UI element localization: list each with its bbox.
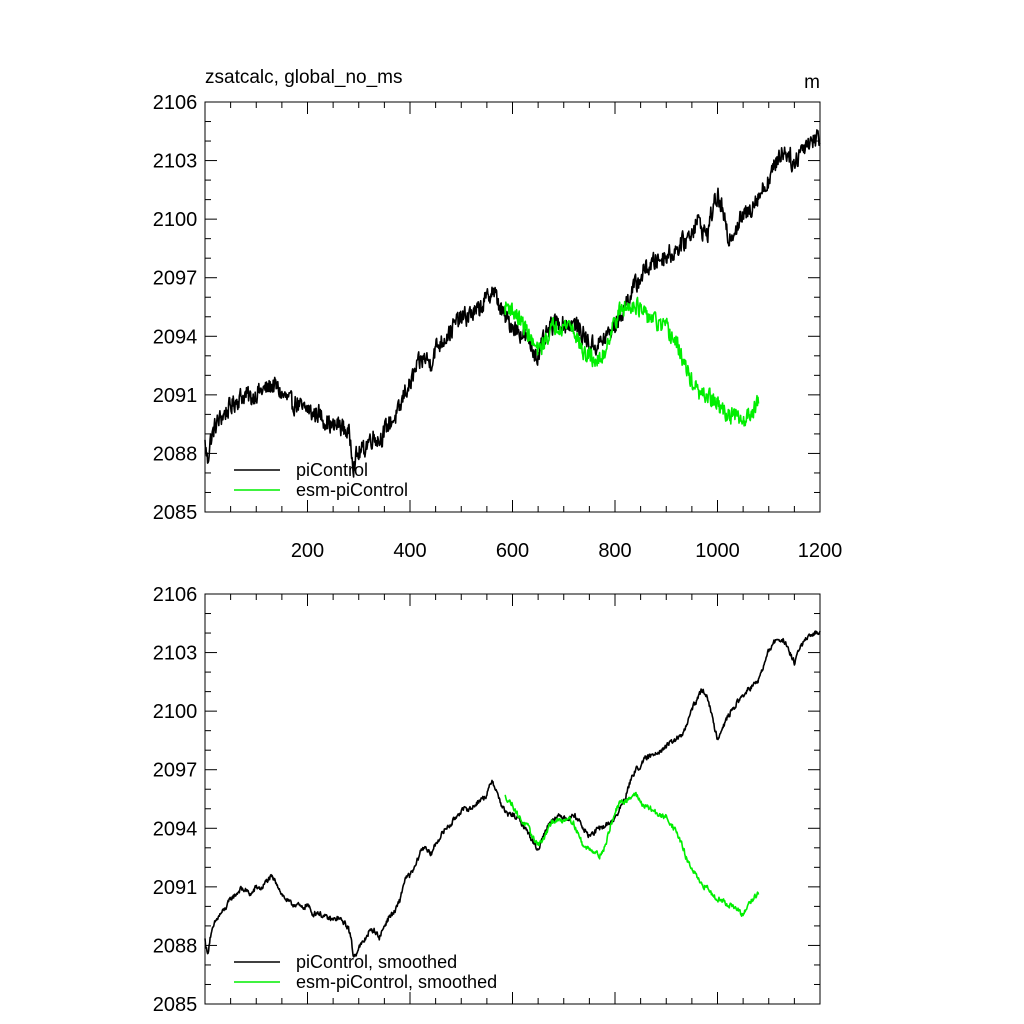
x-tick-label: 800 xyxy=(598,540,631,562)
x-tick-label: 600 xyxy=(496,540,529,562)
y-tick-label: 2094 xyxy=(153,326,198,348)
y-tick-label: 2091 xyxy=(153,385,198,407)
chart-title: zsatcalc, global_no_ms xyxy=(205,67,403,88)
units-label: m xyxy=(804,72,820,93)
legend-label: esm-piControl, smoothed xyxy=(296,972,497,992)
y-tick-label: 2106 xyxy=(153,92,198,114)
y-tick-label: 2103 xyxy=(153,151,198,173)
series-line-picontrol-smoothed xyxy=(204,630,821,958)
y-tick-label: 2103 xyxy=(153,643,198,665)
y-tick-label: 2088 xyxy=(153,935,198,957)
series-line-esm-picontrol xyxy=(504,296,760,427)
x-tick-label: 1000 xyxy=(695,540,740,562)
bottom-plot-panel: 2085 2088 2091 2094 2097 2100 2103 2106 piContro… xyxy=(153,584,821,1016)
y-tick-label: 2106 xyxy=(153,584,198,606)
y-tick-label: 2085 xyxy=(153,994,198,1016)
plot-frame xyxy=(204,593,821,1005)
y-tick-label: 2088 xyxy=(153,443,198,465)
y-tick-label: 2091 xyxy=(153,877,198,899)
top-plot-panel: 2085 2088 2091 2094 2097 2100 2103 2106 200 400 60… xyxy=(153,92,843,562)
legend-label: piControl, smoothed xyxy=(296,952,457,972)
legend-label: esm-piControl xyxy=(296,480,408,500)
legend-label: piControl xyxy=(296,460,368,480)
y-tick-label: 2100 xyxy=(153,701,198,723)
y-tick-label: 2085 xyxy=(153,502,198,524)
y-tick-label: 2097 xyxy=(153,268,198,290)
x-tick-label: 200 xyxy=(291,540,324,562)
y-tick-label: 2094 xyxy=(153,818,198,840)
series-line-picontrol xyxy=(204,129,821,478)
y-tick-label: 2097 xyxy=(153,760,198,782)
series-line-esm-picontrol-smoothed xyxy=(504,791,760,918)
y-tick-label: 2100 xyxy=(153,209,198,231)
x-tick-label: 400 xyxy=(393,540,426,562)
x-tick-label: 1200 xyxy=(798,540,843,562)
